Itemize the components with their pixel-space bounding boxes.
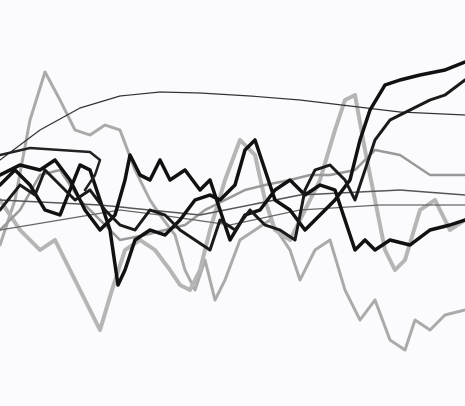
- gray-wave: [0, 148, 465, 242]
- thin-curve: [0, 91, 465, 161]
- black-wave: [0, 78, 465, 252]
- black-wave: [0, 153, 465, 252]
- thin-curve: [0, 204, 465, 231]
- gray-wave: [0, 70, 465, 352]
- black-wave: [0, 146, 102, 192]
